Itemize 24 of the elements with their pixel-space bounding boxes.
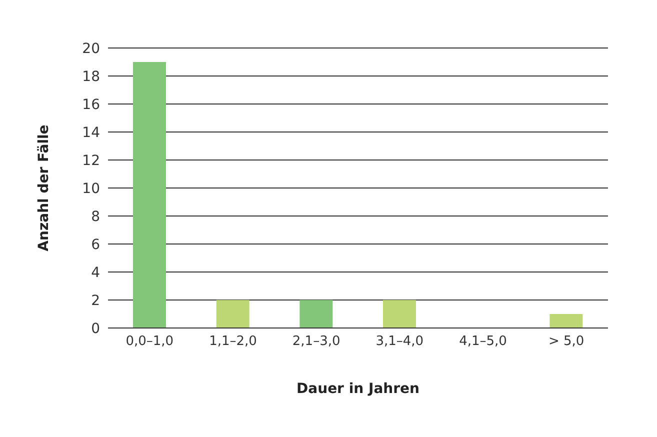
bar bbox=[133, 62, 166, 328]
x-tick-label: 2,1–3,0 bbox=[292, 334, 340, 350]
y-tick-label: 6 bbox=[91, 236, 100, 253]
y-tick-label: 0 bbox=[91, 320, 100, 337]
bar bbox=[550, 314, 583, 328]
x-tick-label: > 5,0 bbox=[548, 334, 584, 350]
y-tick-label: 4 bbox=[91, 264, 100, 281]
bar bbox=[300, 300, 333, 328]
y-tick-label: 16 bbox=[82, 96, 100, 113]
y-tick-label: 2 bbox=[91, 292, 100, 309]
bar bbox=[383, 300, 416, 328]
y-tick-label: 18 bbox=[82, 68, 100, 85]
y-axis-title: Anzahl der Fälle bbox=[36, 124, 52, 252]
y-tick-label: 12 bbox=[82, 152, 100, 169]
bar bbox=[216, 300, 250, 328]
x-tick-label: 4,1–5,0 bbox=[459, 334, 507, 350]
y-tick-label: 8 bbox=[91, 208, 100, 225]
y-tick-label: 20 bbox=[82, 40, 100, 57]
x-axis-title: Dauer in Jahren bbox=[296, 381, 420, 397]
x-tick-label: 1,1–2,0 bbox=[209, 334, 257, 350]
x-tick-label: 0,0–1,0 bbox=[126, 334, 174, 350]
x-tick-label: 3,1–4,0 bbox=[376, 334, 424, 350]
y-tick-label: 10 bbox=[82, 180, 100, 197]
y-tick-label: 14 bbox=[82, 124, 100, 141]
